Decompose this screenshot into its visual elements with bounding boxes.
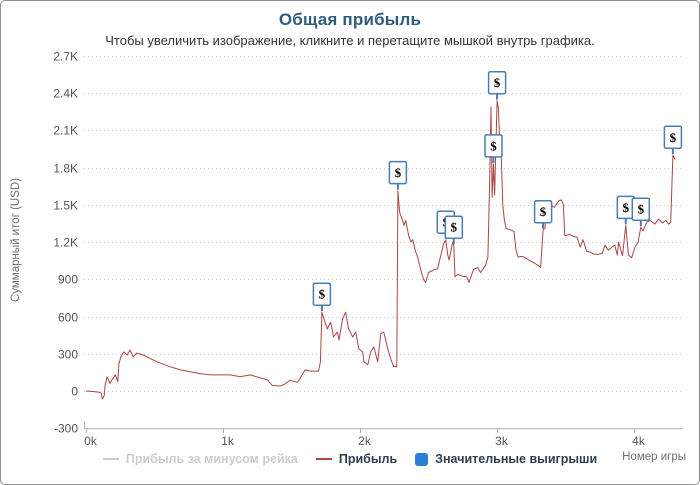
flag-dollar-label: $ <box>638 202 645 217</box>
legend-item-label: Прибыль <box>338 452 398 466</box>
y-tick-label: 900 <box>58 273 78 287</box>
flag-dollar-label: $ <box>451 220 458 235</box>
significant-win-flag[interactable]: $ <box>631 197 651 227</box>
y-tick-label: 0 <box>71 385 78 399</box>
flag-series-icon <box>415 452 429 466</box>
x-tick-label: 0k <box>84 434 98 448</box>
line-series-icon <box>102 458 119 460</box>
line-series-icon <box>315 458 332 460</box>
legend-item-profit[interactable]: Прибыль <box>315 452 398 466</box>
significant-win-flag[interactable]: $ <box>663 125 683 155</box>
flag-dollar-label: $ <box>395 165 402 180</box>
x-axis: 0k 1k 2k 3k 4k <box>84 421 683 448</box>
y-tick-label: 1.2K <box>53 236 78 250</box>
y-tick-label: 2.1K <box>53 124 78 138</box>
legend-item-profit-minus-rake[interactable]: Прибыль за минусом рейка <box>102 452 298 466</box>
flag-box <box>312 282 332 306</box>
gridlines <box>84 56 683 392</box>
flag-box <box>484 134 503 158</box>
significant-win-flag[interactable]: $ <box>484 134 503 163</box>
y-axis-labels: 2.7K 2.4K 2.1K 1.8K 1.5K 1.2K 900 600 300 0 -300 <box>53 50 78 436</box>
y-tick-label: -300 <box>54 422 78 436</box>
y-tick-label: 2.7K <box>53 50 78 64</box>
x-axis-title: Номер игры <box>622 451 686 463</box>
flag-dollar-label: $ <box>490 138 497 153</box>
x-tick-label: 1k <box>221 434 235 448</box>
flag-box <box>631 197 651 221</box>
chart-title: Общая прибыль <box>278 10 422 29</box>
significant-win-flag[interactable]: $ <box>533 199 553 229</box>
legend-item-label: Прибыль за минусом рейка <box>125 452 298 466</box>
significant-win-flag[interactable]: $ <box>616 195 636 225</box>
flag-dollar-label: $ <box>670 130 677 145</box>
flag-box <box>533 199 553 224</box>
y-tick-label: 1.8K <box>53 162 78 176</box>
x-tick-label: 3k <box>495 434 509 448</box>
flag-dollar-label: $ <box>319 287 326 302</box>
significant-win-flag[interactable]: $ <box>312 282 332 312</box>
flag-box <box>388 160 408 185</box>
legend-item-significant-wins[interactable]: Значительные выигрыши <box>415 452 597 466</box>
significant-win-flag[interactable]: $ <box>388 160 408 190</box>
flag-dollar-label: $ <box>540 204 547 219</box>
y-tick-label: 600 <box>58 311 78 325</box>
flag-dollar-label: $ <box>623 200 630 215</box>
legend-item-label: Значительные выигрыши <box>435 452 598 466</box>
significant-win-flag[interactable]: $ <box>444 215 464 245</box>
chart-subtitle: Чтобы увеличить изображение, кликните и … <box>105 33 595 48</box>
flag-box <box>663 125 683 150</box>
x-tick-label: 2k <box>358 434 372 448</box>
y-tick-label: 2.4K <box>53 87 78 101</box>
profit-line-series <box>85 100 676 400</box>
y-axis-title: Суммарный итог (USD) <box>10 177 22 303</box>
chart-legend: Прибыль за минусом рейка Прибыль Значите… <box>1 452 699 466</box>
significant-win-flag[interactable]: $ <box>487 70 507 100</box>
x-tick-label: 4k <box>632 434 646 448</box>
significant-win-flags: $$$$$$$$$$ <box>312 70 683 312</box>
y-tick-label: 300 <box>58 348 78 362</box>
y-tick-label: 1.5K <box>53 199 78 213</box>
flag-box <box>487 70 507 95</box>
flag-dollar-label: $ <box>494 75 501 90</box>
flag-box <box>444 215 464 239</box>
